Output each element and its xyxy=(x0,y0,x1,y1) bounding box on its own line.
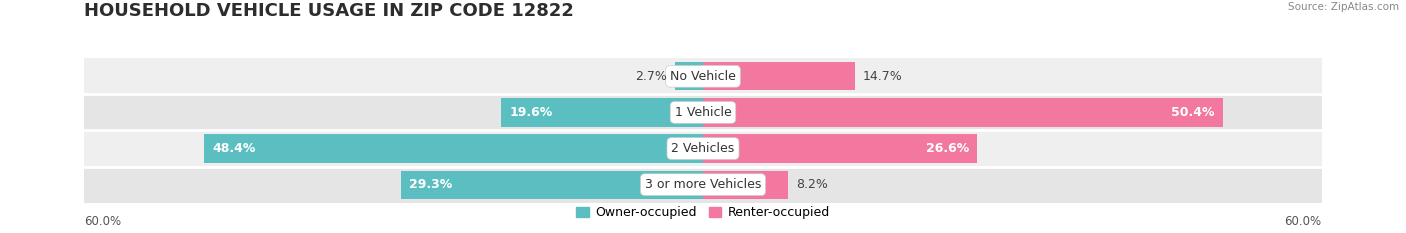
Text: 2.7%: 2.7% xyxy=(636,70,666,83)
Text: 60.0%: 60.0% xyxy=(84,215,121,228)
Legend: Owner-occupied, Renter-occupied: Owner-occupied, Renter-occupied xyxy=(571,201,835,224)
Bar xyxy=(703,98,1223,127)
Text: 48.4%: 48.4% xyxy=(212,142,256,155)
Text: No Vehicle: No Vehicle xyxy=(671,70,735,83)
Text: 2 Vehicles: 2 Vehicles xyxy=(672,142,734,155)
Text: HOUSEHOLD VEHICLE USAGE IN ZIP CODE 12822: HOUSEHOLD VEHICLE USAGE IN ZIP CODE 1282… xyxy=(84,2,574,20)
Text: 50.4%: 50.4% xyxy=(1171,106,1215,119)
Bar xyxy=(501,98,703,127)
Text: 1 Vehicle: 1 Vehicle xyxy=(675,106,731,119)
Bar xyxy=(703,62,855,90)
Text: 26.6%: 26.6% xyxy=(925,142,969,155)
Text: 29.3%: 29.3% xyxy=(409,178,453,191)
Bar xyxy=(84,130,1322,167)
Bar xyxy=(703,134,977,163)
Text: 8.2%: 8.2% xyxy=(796,178,828,191)
Bar xyxy=(84,94,1322,130)
Bar xyxy=(204,134,703,163)
Bar xyxy=(84,167,1322,203)
Bar xyxy=(84,58,1322,94)
Bar xyxy=(675,62,703,90)
Text: 3 or more Vehicles: 3 or more Vehicles xyxy=(645,178,761,191)
Text: 60.0%: 60.0% xyxy=(1285,215,1322,228)
Text: 19.6%: 19.6% xyxy=(509,106,553,119)
Text: Source: ZipAtlas.com: Source: ZipAtlas.com xyxy=(1288,2,1399,12)
Bar xyxy=(401,171,703,199)
Bar xyxy=(703,171,787,199)
Text: 14.7%: 14.7% xyxy=(863,70,903,83)
